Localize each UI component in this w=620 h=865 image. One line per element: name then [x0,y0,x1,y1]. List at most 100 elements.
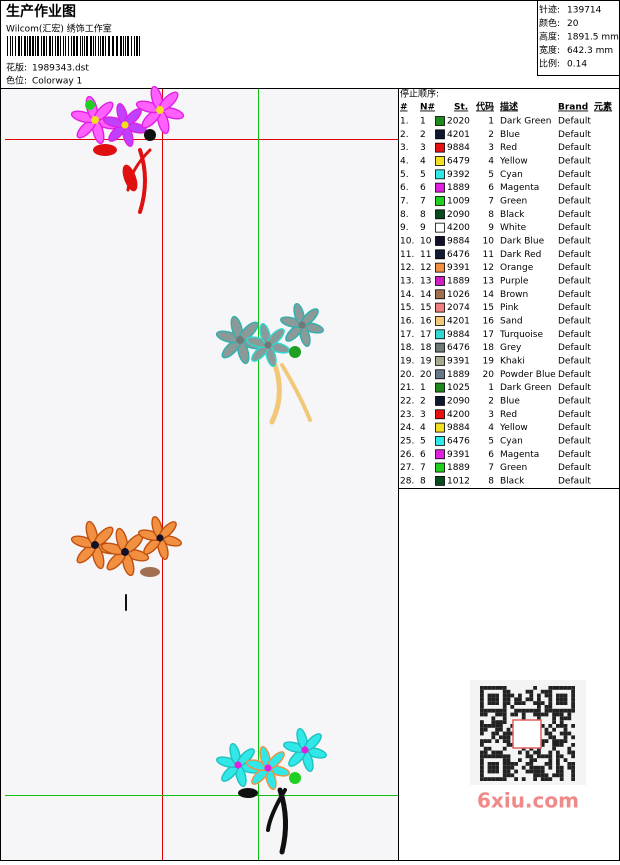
qr-module [556,769,560,774]
qr-module [563,708,568,713]
description: Pink [500,303,519,313]
code: 4 [488,423,494,433]
qr-module [552,727,556,732]
bar [32,36,34,56]
needle: 11 [420,250,431,260]
bar [63,36,64,56]
bar [120,36,122,56]
description: Purple [500,276,529,286]
needle: 7 [420,463,426,473]
qr-module [537,773,541,778]
brand: Default [558,423,591,433]
qr-module [544,689,549,694]
qr-module [540,777,545,781]
brand: Default [558,436,591,446]
row-index: 21. [400,383,414,393]
flower-center [236,336,244,344]
row-index: 28. [400,476,414,486]
qr-module [556,739,560,743]
stem [138,148,147,214]
qr-module [518,758,522,762]
brand: Default [558,450,591,460]
title: 生产作业图 [6,3,76,20]
qr-module [480,769,484,774]
description: Blue [500,396,520,406]
qr-module [537,765,541,770]
flower-center [301,746,309,754]
qr-module [567,731,572,736]
color-swatch [435,462,445,473]
code: 7 [488,196,494,206]
needle: 6 [420,450,426,460]
bar [98,36,99,56]
qr-module [491,735,496,740]
qr-module [567,708,572,713]
qr-module [502,754,507,759]
needle: 18 [420,343,432,353]
stitches: 9391 [447,356,470,366]
stitches: 9391 [447,450,470,460]
bar [84,36,85,56]
code: 16 [483,316,495,326]
qr-module [499,724,503,728]
needle: 1 [420,383,426,393]
description: Dark Blue [500,236,545,246]
qr-module [559,777,564,781]
qr-module [491,777,496,781]
code: 6 [488,183,494,193]
qr-module [567,712,572,717]
qr-module [491,686,496,690]
qr-module [480,708,484,713]
description: Grey [500,343,522,353]
bar [125,36,126,56]
bar [139,36,140,56]
qr-module [548,758,553,762]
qr-module [491,769,496,774]
needle: 14 [420,290,432,300]
qr-module [552,773,556,778]
qr-module [491,724,496,728]
qr-module [506,689,511,694]
qr-module [533,750,537,755]
stitches: 9884 [447,236,470,246]
stat-label: 宽度: [539,44,560,56]
qr-module [559,769,564,774]
qr-module [483,724,488,728]
row-index: 7. [400,196,409,206]
color-swatch [435,356,445,366]
qr-module [510,705,515,709]
qr-module [487,739,492,743]
qr-module [559,712,564,717]
bar [35,36,36,56]
row-index: 23. [400,410,414,420]
qr-module [556,762,560,766]
brand: Default [558,196,591,206]
qr-module [502,693,507,698]
description: Green [500,196,527,206]
qr-module [559,701,564,705]
qr-module [495,708,499,713]
qr-module [571,701,575,705]
qr-module [540,724,545,728]
qr-module [514,777,518,781]
row-index: 26. [400,450,414,460]
bar [7,36,8,56]
color-swatch [435,369,445,380]
color-swatch [435,182,445,193]
bar [21,36,22,56]
row-index: 1. [400,117,409,127]
bar [95,36,96,56]
stat-value: 139714 [567,6,602,16]
color-swatch [435,302,445,313]
stat-label: 颜色: [539,17,560,29]
brand: Default [558,463,591,473]
needle: 20 [420,370,432,380]
qr-module [533,769,537,774]
qr-module [495,777,499,781]
row-index: 2. [400,130,409,140]
needle: 8 [420,210,426,220]
qr-module [480,693,484,698]
qr-module [502,762,507,766]
needle: 17 [420,330,431,340]
